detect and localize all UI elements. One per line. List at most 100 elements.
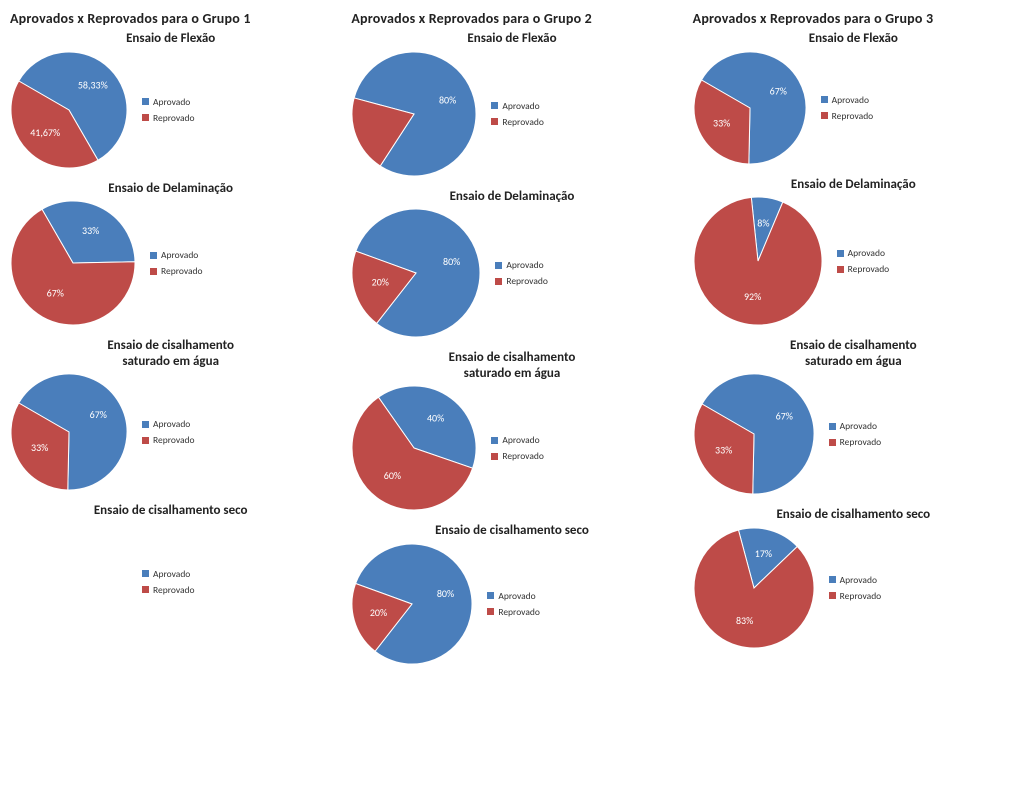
- legend-swatch: [491, 437, 498, 444]
- pie-chart: 67%33%: [691, 49, 809, 167]
- chart: Ensaio de Flexão 58,33% 41,67% Aprovado Repr…: [8, 31, 333, 171]
- chart-body: 100% AprovadoReprovado: [8, 521, 333, 643]
- pie-holder: 80%20%: [349, 206, 483, 340]
- pie-chart: 80%20%: [349, 206, 483, 340]
- pie-chart: 67%33%: [691, 371, 817, 497]
- chart: Ensaio de Flexão 67%33% Aprovado Reprovado: [691, 31, 1016, 167]
- slice-label: 60%: [384, 469, 401, 482]
- chart-body: 17%83%AprovadoReprovado: [691, 525, 1016, 651]
- legend: AprovadoReprovado: [130, 564, 333, 600]
- legend-swatch: [142, 421, 149, 428]
- legend: Aprovado Reprovado: [479, 96, 674, 132]
- legend: Aprovado Reprovado: [130, 92, 333, 128]
- legend-item: Reprovado: [491, 116, 674, 128]
- legend-label: Aprovado: [502, 434, 539, 446]
- group-title: Aprovados x Reprovados para o Grupo 1: [10, 10, 333, 27]
- pie-holder: 67%33%: [8, 371, 130, 493]
- group-column: Aprovados x Reprovados para o Grupo 1 Ens…: [0, 0, 341, 681]
- legend-label: Reprovado: [840, 590, 882, 602]
- legend-item: Reprovado: [142, 434, 333, 446]
- pie-chart: 80%20%: [349, 541, 475, 667]
- chart-title: Ensaio de cisalhamento seco: [349, 523, 674, 539]
- legend-item: Aprovado: [837, 247, 1016, 259]
- chart-body: 67%33% Aprovado Reprovado: [691, 371, 1016, 497]
- chart-body: 67%33% Aprovado Reprovado: [8, 371, 333, 493]
- legend-label: Reprovado: [161, 265, 203, 277]
- slice-label: 83%: [736, 614, 753, 627]
- slice-label: 33%: [31, 441, 48, 454]
- pie-holder: 58,33% 41,67%: [8, 49, 130, 171]
- legend-item: Aprovado: [142, 418, 333, 430]
- legend: Aprovado Reprovado: [809, 90, 1016, 126]
- legend-swatch: [491, 118, 498, 125]
- legend-swatch: [491, 102, 498, 109]
- slice-label: 67%: [47, 287, 64, 300]
- legend-swatch: [837, 266, 844, 273]
- pie-chart: 67%33%: [8, 371, 130, 493]
- legend-label: Reprovado: [153, 584, 195, 596]
- legend-label: Aprovado: [848, 247, 885, 259]
- group-column: Aprovados x Reprovados para o Grupo 3Ens…: [683, 0, 1024, 681]
- legend-swatch: [829, 592, 836, 599]
- pie-chart: 8%92%: [691, 194, 825, 328]
- chart: Ensaio de Flexão80%AprovadoReprovado: [349, 31, 674, 179]
- slice-label: 20%: [370, 606, 387, 619]
- legend-swatch: [829, 439, 836, 446]
- legend: Aprovado Reprovado: [479, 430, 674, 466]
- legend-label: Reprovado: [498, 606, 540, 618]
- pie-chart: 17%83%: [691, 525, 817, 651]
- slice-label: 33%: [713, 116, 730, 129]
- legend-item: Reprovado: [829, 590, 1016, 602]
- slice-label: 100%: [91, 574, 113, 587]
- legend-item: Reprovado: [821, 110, 1016, 122]
- legend-item: Aprovado: [491, 434, 674, 446]
- legend: Aprovado Reprovado: [475, 586, 674, 622]
- legend-swatch: [491, 453, 498, 460]
- chart-title: Ensaio de Flexão: [691, 31, 1016, 47]
- chart: Ensaio de cisalhamento seco 17%83%Aprovad…: [691, 507, 1016, 651]
- legend-item: Reprovado: [487, 606, 674, 618]
- legend-swatch: [487, 608, 494, 615]
- legend: AprovadoReprovado: [138, 245, 333, 281]
- legend-label: Reprovado: [840, 436, 882, 448]
- pie-holder: 8%92%: [691, 194, 825, 328]
- pie-holder: 80%20%: [349, 541, 475, 667]
- legend-item: Reprovado: [837, 263, 1016, 275]
- slice-label: 41,67%: [30, 126, 60, 139]
- chart: Ensaio de cisalhamento seco80%20%Aprovad…: [349, 523, 674, 667]
- legend-label: Aprovado: [502, 100, 539, 112]
- pie-holder: 17%83%: [691, 525, 817, 651]
- legend-item: Reprovado: [829, 436, 1016, 448]
- legend-item: Aprovado: [142, 96, 333, 108]
- chart-body: 40%60%AprovadoReprovado: [349, 383, 674, 513]
- slice-label: 58,33%: [78, 78, 108, 91]
- chart-body: 80% Aprovado Reprovado: [349, 49, 674, 179]
- legend-label: Aprovado: [498, 590, 535, 602]
- legend-item: Aprovado: [829, 420, 1016, 432]
- legend-label: Reprovado: [502, 450, 544, 462]
- legend: AprovadoReprovado: [483, 255, 674, 291]
- legend-item: Reprovado: [142, 112, 333, 124]
- legend-swatch: [142, 586, 149, 593]
- legend-label: Reprovado: [832, 110, 874, 122]
- legend: AprovadoReprovado: [817, 570, 1016, 606]
- chart-title: Ensaio de cisalhamento seco: [691, 507, 1016, 523]
- chart-title: Ensaio de Flexão: [8, 31, 333, 47]
- chart-grid: Aprovados x Reprovados para o Grupo 1 Ens…: [0, 0, 1024, 681]
- group-column: Aprovados x Reprovados para o Grupo 2Ens…: [341, 0, 682, 681]
- pie-holder: 67%33%: [691, 371, 817, 497]
- legend-label: Reprovado: [153, 434, 195, 446]
- pie-holder: 33% 67%: [8, 198, 138, 328]
- legend-item: Aprovado: [821, 94, 1016, 106]
- legend-swatch: [495, 278, 502, 285]
- legend-swatch: [150, 252, 157, 259]
- legend-swatch: [142, 570, 149, 577]
- legend-swatch: [150, 268, 157, 275]
- legend-swatch: [829, 423, 836, 430]
- slice-label: 80%: [439, 93, 456, 106]
- chart-title: Ensaio de Delaminação: [691, 177, 1016, 193]
- legend-item: Aprovado: [487, 590, 674, 602]
- slice-label: 33%: [82, 224, 99, 237]
- pie-holder: 67%33%: [691, 49, 809, 167]
- legend: Aprovado Reprovado: [825, 243, 1016, 279]
